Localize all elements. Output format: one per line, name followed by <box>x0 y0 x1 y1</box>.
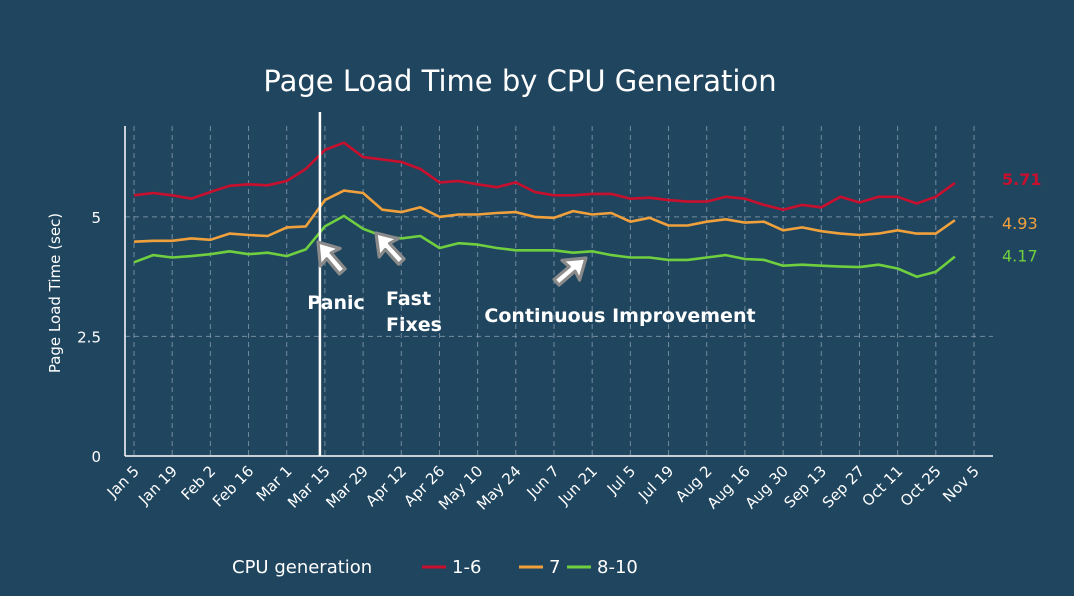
annotations: Panic Fast Fixes Continuous Improvement <box>307 231 756 336</box>
series-line-8-10 <box>133 214 956 279</box>
annotation-fast: Fast <box>386 288 431 310</box>
grid <box>125 126 993 456</box>
legend-label-7: 7 <box>549 557 560 578</box>
x-tick-label: Aug 30 <box>742 462 792 512</box>
cursor-arrow-icon <box>552 256 588 287</box>
annotation-fast: Fixes <box>386 314 442 336</box>
x-tick-label: Jan 19 <box>134 462 181 509</box>
x-tick-label: Mar 29 <box>322 462 372 512</box>
y-tick-label: 0 <box>91 448 101 466</box>
y-axis-label: Page Load Time (sec) <box>46 213 64 373</box>
x-tick-label: Jul 5 <box>603 462 639 498</box>
legend-label-1-6: 1-6 <box>452 557 481 578</box>
end-label-1-6: 5.71 <box>1002 170 1041 189</box>
end-label-8-10: 4.17 <box>1002 247 1038 266</box>
series-line-1-6 <box>133 141 956 211</box>
x-tick-label: Sep 27 <box>819 462 869 512</box>
cursor-arrow-icon <box>374 231 406 266</box>
legend-title: CPU generation <box>232 557 372 578</box>
x-tick-label: Jul 19 <box>634 462 677 505</box>
end-labels: 5.71 4.93 4.17 <box>1002 170 1041 266</box>
cursor-arrow-icon <box>316 240 347 276</box>
series-lines <box>133 141 956 279</box>
legend-label-8-10: 8-10 <box>597 557 638 578</box>
chart-title: Page Load Time by CPU Generation <box>263 64 776 98</box>
annotation-continuous: Continuous Improvement <box>484 305 755 327</box>
x-tick-label: Nov 5 <box>939 462 983 506</box>
end-label-7: 4.93 <box>1002 214 1038 233</box>
legend: CPU generation 1-6 7 8-10 <box>232 557 638 578</box>
series-line-7 <box>133 189 956 243</box>
annotation-panic: Panic <box>307 292 365 314</box>
x-tick-label: Oct 11 <box>859 462 907 510</box>
x-tick-label: Feb 16 <box>209 462 257 510</box>
y-tick-label: 5 <box>91 209 101 227</box>
x-tick-label: Apr 12 <box>362 462 410 510</box>
x-tick-label: Jun 21 <box>554 462 601 509</box>
x-tick-label: Oct 25 <box>897 462 945 510</box>
y-tick-label: 2.5 <box>77 328 101 346</box>
